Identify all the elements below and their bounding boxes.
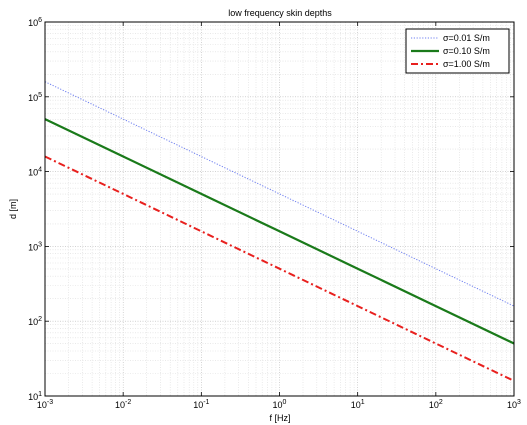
x-tick-label: 102 <box>429 399 443 410</box>
x-tick-label: 101 <box>351 399 365 410</box>
chart-title: low frequency skin depths <box>228 8 332 18</box>
x-tick-label: 10-2 <box>115 399 131 410</box>
legend-label-3: σ=1.00 S/m <box>443 59 490 69</box>
y-tick-label: 102 <box>28 316 42 327</box>
x-tick-label: 103 <box>507 399 521 410</box>
y-tick-label: 101 <box>28 391 42 402</box>
y-tick-label: 103 <box>28 241 42 252</box>
y-tick-label: 106 <box>28 17 42 28</box>
x-axis-label: f [Hz] <box>269 413 290 423</box>
legend: σ=0.01 S/m σ=0.10 S/m σ=1.00 S/m <box>405 28 510 74</box>
y-tick-label: 104 <box>28 167 42 178</box>
legend-label-2: σ=0.10 S/m <box>443 46 490 56</box>
x-tick-label: 10-1 <box>193 399 209 410</box>
x-tick-label: 10-3 <box>37 399 53 410</box>
y-tick-label: 105 <box>28 92 42 103</box>
x-tick-label: 100 <box>273 399 287 410</box>
series-lines <box>44 81 515 382</box>
axis-ticks: 10-3 10-2 10-1 100 101 102 103 101 102 103 104 105 1… <box>28 17 521 410</box>
series-line-3 <box>44 155 515 382</box>
legend-label-1: σ=0.01 S/m <box>443 33 490 43</box>
series-line-2 <box>44 118 515 345</box>
y-axis-label: d [m] <box>8 199 18 219</box>
